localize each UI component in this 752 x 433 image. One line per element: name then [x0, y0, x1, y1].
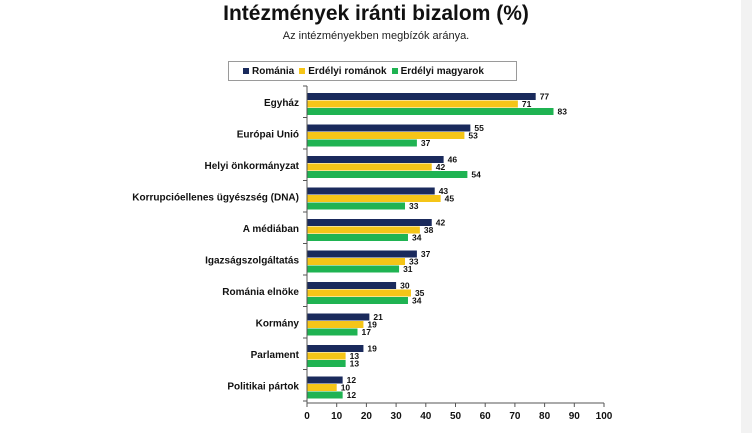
- bar: [307, 93, 536, 100]
- bar-value-label: 33: [409, 201, 419, 211]
- x-tick-label: 70: [509, 411, 521, 422]
- bar-value-label: 77: [540, 92, 550, 102]
- category-label: Politikai pártok: [227, 382, 299, 393]
- x-tick-label: 60: [480, 411, 492, 422]
- bar: [307, 171, 468, 178]
- bar-value-label: 55: [474, 123, 484, 133]
- x-tick-label: 0: [304, 411, 310, 422]
- bar-value-label: 34: [412, 296, 422, 306]
- bar: [307, 100, 518, 108]
- bar: [307, 163, 432, 171]
- legend-label-erdelyi-romanok: Erdélyi románok: [308, 65, 387, 77]
- bar: [307, 226, 420, 234]
- bar: [307, 384, 337, 391]
- legend-item-erdelyi-romanok: Erdélyi románok: [299, 65, 387, 77]
- bar: [307, 132, 465, 139]
- x-tick-label: 80: [539, 411, 551, 422]
- x-tick-label: 90: [569, 411, 581, 422]
- bar-value-label: 43: [439, 186, 449, 196]
- bar: [307, 297, 408, 304]
- x-tick-label: 20: [361, 411, 373, 422]
- x-tick-label: 40: [420, 411, 432, 422]
- category-label: Románia elnöke: [222, 287, 299, 298]
- bar-value-label: 46: [448, 155, 458, 165]
- bar: [307, 219, 432, 226]
- bar-value-label: 54: [471, 170, 481, 180]
- bar-value-label: 37: [421, 138, 431, 148]
- bar: [307, 352, 346, 360]
- category-label: Kormány: [256, 319, 300, 330]
- bar: [307, 258, 406, 265]
- bar-value-label: 10: [341, 383, 351, 393]
- bar: [307, 313, 370, 321]
- category-label: Parlament: [251, 350, 300, 361]
- category-label: A médiában: [243, 224, 299, 235]
- bar-value-label: 21: [373, 312, 383, 322]
- bar: [307, 321, 364, 328]
- bar: [307, 391, 343, 399]
- bar: [307, 124, 471, 132]
- bar: [307, 187, 435, 195]
- x-tick-label: 100: [596, 411, 613, 422]
- bar-value-label: 42: [436, 162, 446, 172]
- bar: [307, 108, 554, 115]
- bar: [307, 328, 358, 336]
- bar-value-label: 71: [522, 99, 532, 109]
- legend-label-erdelyi-magyarok: Erdélyi magyarok: [400, 65, 484, 77]
- bar: [307, 195, 441, 202]
- bar-value-label: 13: [350, 351, 360, 361]
- bar: [307, 345, 364, 352]
- x-tick-label: 10: [331, 411, 343, 422]
- bar-value-label: 12: [347, 390, 357, 400]
- chart-subtitle: Az intézményekben megbízók aránya.: [282, 30, 470, 42]
- bar: [307, 250, 417, 258]
- bar: [307, 265, 400, 273]
- bar-value-label: 42: [436, 218, 446, 228]
- category-label: Európai Unió: [237, 130, 299, 141]
- category-label: Igazságszolgáltatás: [205, 256, 299, 267]
- bar: [307, 202, 406, 210]
- bar: [307, 234, 408, 241]
- bar: [307, 376, 343, 384]
- legend-label-romania: Románia: [252, 65, 295, 77]
- bar-value-label: 83: [558, 107, 568, 117]
- legend-swatch-erdelyi-romanok: [299, 68, 306, 74]
- bar: [307, 289, 411, 297]
- x-tick-label: 50: [450, 411, 462, 422]
- bar-value-label: 12: [347, 375, 357, 385]
- category-label: Helyi önkormányzat: [205, 161, 300, 172]
- bar-value-label: 30: [400, 281, 410, 291]
- bar-value-label: 31: [403, 264, 413, 274]
- bar: [307, 360, 346, 367]
- category-label: Korrupcióellenes ügyészség (DNA): [132, 193, 299, 204]
- bar: [307, 139, 417, 147]
- bar-value-label: 34: [412, 233, 422, 243]
- bar-value-label: 38: [424, 225, 434, 235]
- legend-swatch-erdelyi-magyarok: [391, 68, 398, 74]
- legend-item-erdelyi-magyarok: Erdélyi magyarok: [391, 65, 484, 77]
- bar: [307, 282, 397, 289]
- category-label: Egyház: [264, 98, 299, 109]
- bar-value-label: 19: [367, 344, 377, 354]
- chart-title: Intézmények iránti bizalom (%): [223, 2, 529, 25]
- chart-legend: Románia Erdélyi románok Erdélyi magyarok: [228, 61, 517, 81]
- bar-value-label: 45: [445, 194, 455, 204]
- bar-value-label: 19: [367, 320, 377, 330]
- bar-value-label: 13: [350, 359, 360, 369]
- bar-value-label: 37: [421, 249, 431, 259]
- legend-swatch-romania: [243, 68, 249, 74]
- bar: [307, 156, 444, 163]
- bar-value-label: 53: [468, 131, 478, 141]
- bar-value-label: 33: [409, 257, 419, 267]
- x-tick-label: 30: [391, 411, 403, 422]
- bar-value-label: 17: [361, 327, 371, 337]
- bar-value-label: 35: [415, 288, 425, 298]
- legend-item-romania: Románia: [243, 66, 294, 77]
